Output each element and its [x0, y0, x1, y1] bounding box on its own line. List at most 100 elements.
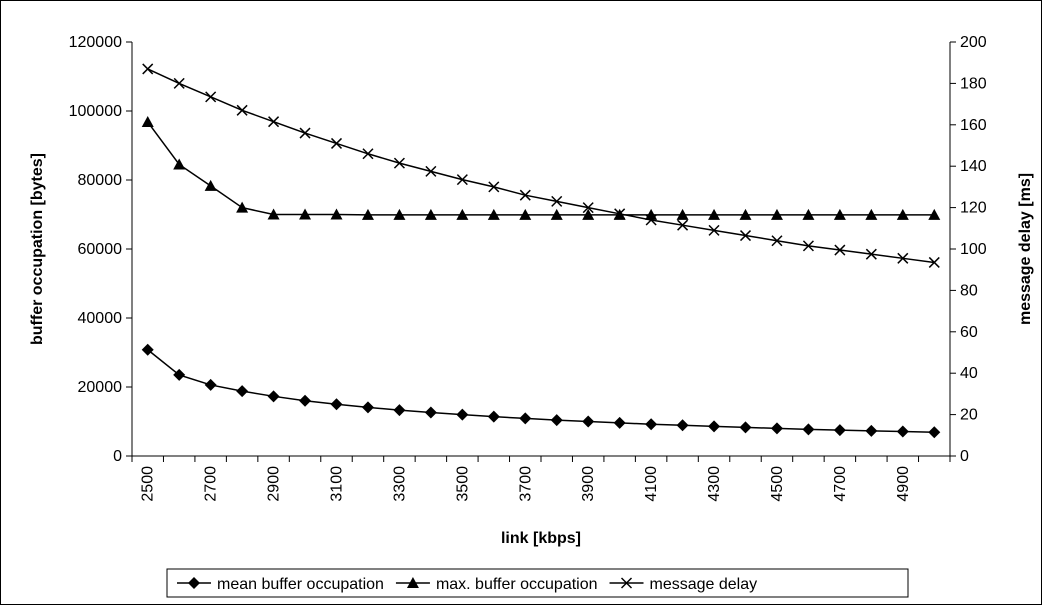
data-point: [424, 406, 437, 419]
x-marker-stroke: [362, 148, 374, 160]
data-point: [173, 368, 186, 381]
data-point: [425, 165, 437, 177]
data-point: [141, 116, 154, 128]
data-point: [928, 256, 940, 268]
data-point: [802, 423, 815, 436]
left-y-tick-label: 120000: [69, 34, 122, 51]
data-point: [204, 179, 217, 191]
x-marker-stroke: [620, 577, 633, 589]
right-y-tick-label: 80: [960, 282, 978, 299]
data-point: [582, 202, 594, 214]
series-x: [142, 63, 940, 268]
data-point: [362, 148, 374, 160]
x-tick-label: 4500: [769, 466, 786, 502]
data-point: [739, 421, 752, 434]
data-point: [834, 244, 846, 256]
x-marker-stroke: [897, 252, 909, 264]
data-point: [614, 208, 626, 220]
data-point: [739, 230, 752, 242]
data-point: [771, 235, 783, 247]
data-point: [896, 208, 909, 220]
legend-label: max. buffer occupation: [436, 576, 598, 593]
data-point: [865, 208, 878, 220]
left-y-tick-label: 40000: [78, 310, 123, 327]
legend-label: message delay: [650, 576, 758, 593]
data-point: [393, 404, 406, 417]
legend-marker: [406, 577, 419, 588]
data-point: [613, 416, 626, 429]
data-point: [708, 224, 720, 236]
data-point: [236, 201, 249, 213]
x-marker-stroke: [456, 174, 468, 186]
right-y-tick-label: 100: [960, 241, 987, 258]
x-tick-label: 3300: [391, 466, 408, 502]
x-tick-label: 4300: [706, 466, 723, 502]
legend-box: [166, 568, 909, 598]
x-tick-label: 3500: [454, 466, 471, 502]
right-y-tick-label: 140: [960, 158, 987, 175]
x-marker-stroke: [299, 127, 311, 139]
data-point: [519, 412, 532, 425]
data-point: [393, 208, 406, 220]
x-marker-stroke: [173, 77, 185, 89]
data-point: [550, 414, 563, 427]
legend-label: mean buffer occupation: [217, 576, 384, 593]
data-point: [676, 208, 689, 220]
series-triangle: [141, 116, 941, 220]
x-marker-stroke: [519, 189, 531, 201]
x-marker-stroke: [677, 219, 689, 231]
data-point: [928, 208, 941, 220]
x-marker-stroke: [425, 165, 437, 177]
series-layer: [141, 63, 941, 439]
data-point: [456, 208, 469, 220]
legend: mean buffer occupation max. buffer occupa…: [166, 568, 909, 598]
data-point: [173, 77, 185, 89]
data-point: [487, 208, 500, 220]
data-point: [519, 208, 532, 220]
right-y-tick-label: 0: [960, 448, 969, 465]
series-diamond: [141, 343, 941, 439]
data-point: [299, 127, 311, 139]
data-point: [582, 208, 595, 220]
right-y-tick-label: 60: [960, 324, 978, 341]
x-marker-stroke: [739, 230, 752, 242]
data-point: [833, 424, 846, 437]
x-marker-stroke: [330, 137, 343, 149]
x-marker-stroke: [802, 240, 814, 252]
data-point: [770, 422, 783, 435]
data-point: [802, 240, 814, 252]
data-point: [833, 208, 846, 220]
data-point: [267, 208, 280, 220]
data-point: [645, 214, 657, 226]
data-point: [236, 104, 248, 116]
x-marker-stroke: [708, 224, 720, 236]
right-y-tick-label: 20: [960, 407, 978, 424]
right-y-axis-title: message delay [ms]: [1017, 173, 1034, 325]
data-point: [645, 418, 658, 431]
data-point: [268, 116, 280, 128]
data-point: [393, 157, 405, 169]
x-marker-stroke: [393, 157, 405, 169]
right-y-tick-label: 180: [960, 75, 987, 92]
right-y-tick-label: 160: [960, 117, 987, 134]
data-point: [582, 415, 595, 428]
data-point: [550, 208, 563, 220]
x-tick-label: 4100: [643, 466, 660, 502]
x-marker-stroke: [488, 181, 500, 193]
x-marker-stroke: [236, 104, 248, 116]
x-marker-stroke: [771, 235, 783, 247]
data-point: [770, 208, 783, 220]
x-marker-stroke: [551, 195, 563, 207]
data-point: [173, 158, 186, 170]
left-y-tick-label: 0: [113, 448, 122, 465]
data-point: [330, 398, 343, 411]
data-point: [676, 419, 689, 432]
data-point: [897, 252, 909, 264]
series-line: [147, 121, 935, 216]
data-point: [456, 408, 469, 421]
data-point: [456, 174, 468, 186]
data-point: [361, 208, 374, 220]
data-point: [330, 137, 343, 149]
